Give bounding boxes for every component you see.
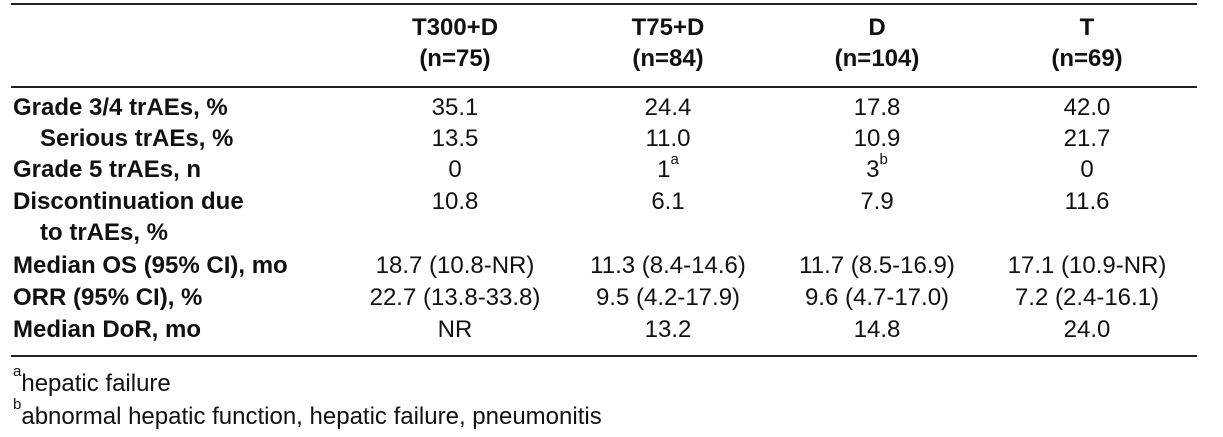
column-header-t: T (n=69): [1051, 12, 1122, 74]
footnote-mark: a: [13, 363, 22, 380]
table-cell: 35.1: [431, 94, 479, 121]
table-cell: NR: [437, 316, 473, 343]
row-label: Discontinuation due: [13, 188, 244, 215]
footnote-text: hepatic failure: [21, 370, 171, 397]
table-cell: 7.9: [860, 188, 894, 215]
row-label: Grade 3/4 trAEs, %: [13, 94, 228, 121]
table-cell: 6.1: [651, 188, 685, 215]
column-n: (n=69): [1051, 45, 1123, 72]
row-label: Serious trAEs, %: [40, 125, 234, 152]
table-top-rule: [11, 3, 1197, 5]
table-cell: 13.2: [644, 316, 692, 343]
cell-value: 3: [866, 156, 880, 183]
table-cell: 24.0: [1063, 316, 1111, 343]
column-header-t300d: T300+D (n=75): [412, 12, 498, 74]
footnote-marker: b: [879, 151, 888, 168]
table-cell: 11.0: [645, 125, 691, 152]
table-cell: 10.9: [853, 125, 901, 152]
cell-value: 1: [657, 156, 671, 183]
table-cell: 0: [448, 156, 462, 183]
row-label: Median OS (95% CI), mo: [13, 252, 288, 279]
table-cell: 3b: [866, 151, 888, 185]
row-label: Grade 5 trAEs, n: [13, 156, 202, 183]
column-name: T: [1079, 14, 1095, 41]
footnote: ahepatic failure: [13, 364, 171, 399]
footnote-text: abnormal hepatic function, hepatic failu…: [21, 403, 602, 430]
row-label-continued: to trAEs, %: [40, 219, 169, 246]
column-name: T75+D: [631, 14, 705, 41]
table-cell: 21.7: [1063, 125, 1111, 152]
table-cell: 11.7 (8.5-16.9): [799, 252, 955, 279]
column-n: (n=104): [834, 45, 920, 72]
column-header-d: D (n=104): [835, 12, 920, 74]
table-cell: 9.5 (4.2-17.9): [595, 284, 741, 311]
column-name: D: [868, 14, 886, 41]
table-bottom-rule: [11, 355, 1197, 357]
table-cell: 11.6: [1064, 188, 1110, 215]
table-cell: 22.7 (13.8-33.8): [369, 284, 541, 311]
column-n: (n=84): [632, 45, 704, 72]
column-header-t75d: T75+D (n=84): [632, 12, 705, 74]
column-name: T300+D: [411, 14, 499, 41]
table-cell: 13.5: [431, 125, 479, 152]
table-cell: 42.0: [1063, 94, 1111, 121]
footnote: babnormal hepatic function, hepatic fail…: [13, 397, 602, 432]
table-cell: 11.3 (8.4-14.6): [590, 252, 746, 279]
row-label: Median DoR, mo: [13, 316, 202, 343]
header-rule: [11, 86, 1197, 88]
table-cell: 7.2 (2.4-16.1): [1014, 284, 1160, 311]
column-n: (n=75): [419, 45, 491, 72]
table-cell: 14.8: [853, 316, 901, 343]
row-label: ORR (95% CI), %: [13, 284, 203, 311]
table-cell: 24.4: [644, 94, 692, 121]
table-cell: 1a: [657, 151, 679, 185]
footnote-marker: a: [670, 151, 679, 168]
table-cell: 0: [1080, 156, 1094, 183]
table-cell: 18.7 (10.8-NR): [375, 252, 535, 279]
table-cell: 17.8: [853, 94, 901, 121]
table-cell: 10.8: [431, 188, 479, 215]
footnote-mark: b: [13, 396, 22, 413]
table-cell: 17.1 (10.9-NR): [1007, 252, 1167, 279]
table-cell: 9.6 (4.7-17.0): [804, 284, 950, 311]
